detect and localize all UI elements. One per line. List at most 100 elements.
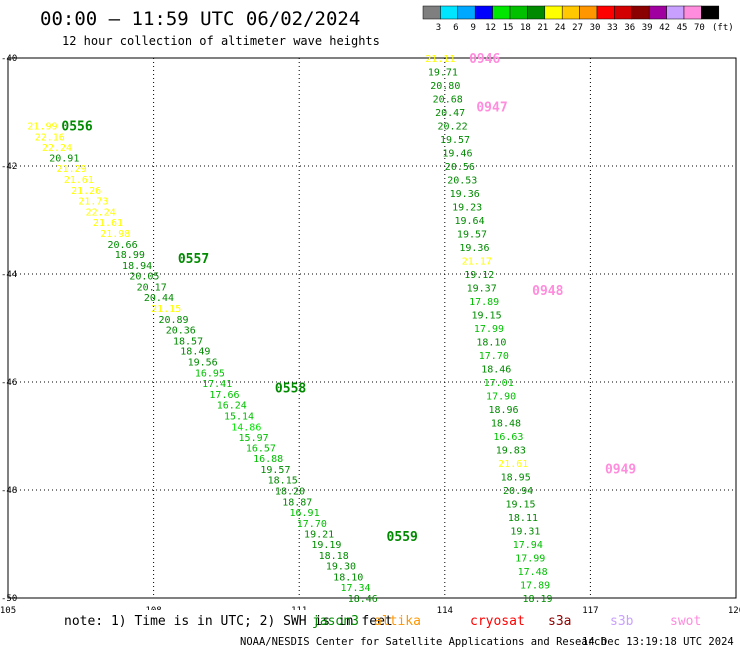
wave-height-label: 16.63 [493, 432, 523, 443]
wave-height-label: 18.18 [319, 551, 349, 562]
wave-height-label: 19.57 [440, 135, 470, 146]
wave-height-label: 19.19 [311, 540, 341, 551]
wave-height-label: 18.95 [501, 473, 531, 484]
wave-height-label: 20.53 [447, 176, 477, 187]
track-time-label: 0558 [275, 381, 306, 396]
satellite-legend: jason3 altika cryosat s3a s3b swot [312, 614, 701, 629]
wave-height-label: 21.17 [462, 257, 492, 268]
wave-height-label: 15.97 [239, 433, 269, 444]
wave-height-label: 18.49 [180, 347, 210, 358]
colorbar-swatch [631, 5, 650, 20]
colorbar-swatch [492, 5, 511, 20]
chart-title: 00:00 – 11:59 UTC 06/02/2024 [40, 8, 360, 30]
colorbar-tick-label: 15 [503, 23, 514, 33]
chart-subtitle: 12 hour collection of altimeter wave hei… [62, 34, 380, 48]
wave-height-label: 19.36 [450, 189, 480, 200]
wave-height-label: 20.47 [435, 108, 465, 119]
wave-height-label: 21.98 [100, 229, 130, 240]
y-tick-label: -40 [1, 54, 17, 64]
wave-height-label: 16.95 [195, 368, 225, 379]
satellite-legend-item: altika [374, 614, 421, 629]
colorbar-swatch [596, 5, 615, 20]
satellite-legend-item: jason3 [312, 614, 359, 629]
colorbar-tick-label: 24 [555, 23, 566, 33]
wave-height-label: 22.24 [42, 143, 72, 154]
wave-height-label: 20.68 [433, 95, 463, 106]
wave-height-label: 20.91 [49, 153, 79, 164]
wave-height-label: 20.17 [137, 282, 167, 293]
footer-credit: NOAA/NESDIS Center for Satellite Applica… [240, 636, 607, 648]
data-points: 21.9922.1622.2420.9121.2921.6121.2621.73… [27, 54, 552, 605]
wave-height-label: 19.15 [471, 311, 501, 322]
wave-height-label: 19.21 [304, 530, 334, 541]
note-backdrop [60, 610, 340, 628]
grid-lines [8, 58, 736, 598]
wave-height-label: 18.10 [333, 572, 363, 583]
wave-height-label: 17.34 [340, 583, 370, 594]
wave-height-label: 16.88 [253, 454, 283, 465]
colorbar-swatch [527, 5, 546, 20]
colorbar-tick-label: 21 [537, 23, 548, 33]
colorbar-legend: 3 6 9 12 15 18 21 24 27 30 33 36 39 42 45 70 [422, 5, 720, 33]
wave-height-label: 21.61 [64, 175, 94, 186]
wave-height-label: 20.89 [158, 315, 188, 326]
wave-height-label: 17.48 [518, 567, 548, 578]
x-tick-label: 117 [582, 606, 598, 616]
wave-height-label: 18.99 [115, 250, 145, 261]
colorbar-tick-label: 70 [694, 23, 705, 33]
wave-height-label: 19.31 [510, 527, 540, 538]
track-time-label: 0947 [476, 101, 507, 116]
colorbar-swatch [474, 5, 493, 20]
colorbar-tick-label: 3 [436, 23, 441, 33]
wave-height-label: 16.57 [246, 443, 276, 454]
wave-height-label: 21.61 [93, 218, 123, 229]
wave-height-label: 19.12 [464, 270, 494, 281]
wave-height-label: 20.56 [445, 162, 475, 173]
colorbar-tick-label: 9 [470, 23, 475, 33]
wave-height-label: 18.94 [122, 261, 152, 272]
wave-height-label: 16.91 [289, 508, 319, 519]
colorbar-tick-label: 30 [590, 23, 601, 33]
wave-height-label: 15.14 [224, 411, 254, 422]
wave-height-label: 21.99 [27, 122, 57, 133]
wave-height-label: 18.15 [268, 476, 298, 487]
colorbar-swatch [701, 5, 720, 20]
track-time-label: 0948 [532, 284, 563, 299]
track-time-label: 0949 [605, 462, 636, 477]
colorbar-tick-label: 33 [607, 23, 618, 33]
footer-note: note: 1) Time is in UTC; 2) SWH is in fe… [64, 614, 393, 629]
wave-height-label: 18.48 [491, 419, 521, 430]
wave-height-label: 18.46 [348, 594, 378, 605]
wave-height-label: 17.01 [484, 378, 514, 389]
wave-height-label: 20.80 [430, 81, 460, 92]
y-tick-label: -50 [1, 594, 17, 604]
colorbar-swatch [614, 5, 633, 20]
colorbar-swatch [422, 5, 441, 20]
wave-height-label: 20.36 [166, 326, 196, 337]
wave-height-label: 19.83 [496, 446, 526, 457]
colorbar-swatch [509, 5, 528, 20]
colorbar-swatch [457, 5, 476, 20]
colorbar-tick-label: 12 [485, 23, 496, 33]
wave-height-label: 21.61 [498, 459, 528, 470]
colorbar-swatch [440, 5, 459, 20]
colorbar-tick-label: 42 [659, 23, 670, 33]
wave-height-label: 18.10 [476, 338, 506, 349]
y-tick-label: -48 [1, 486, 17, 496]
colorbar-unit: (ft) [712, 23, 734, 33]
x-tick-label: 105 [0, 606, 16, 616]
wave-height-label: 19.56 [188, 357, 218, 368]
wave-height-label: 19.64 [455, 216, 485, 227]
wave-height-label: 20.44 [144, 293, 174, 304]
y-tick-label: -44 [1, 270, 17, 280]
wave-height-label: 21.26 [71, 186, 101, 197]
wave-height-label: 20.94 [503, 486, 533, 497]
wave-height-label: 19.71 [428, 68, 458, 79]
track-time-label: 0946 [469, 52, 500, 67]
wave-height-label: 19.15 [505, 500, 535, 511]
wave-height-label: 18.11 [508, 513, 538, 524]
wave-height-label: 18.46 [481, 365, 511, 376]
y-tick-labels: -40 -42 -44 -46 -48 -50 [1, 54, 17, 604]
colorbar-tick-label: 6 [453, 23, 458, 33]
colorbar-tick-label: 36 [624, 23, 635, 33]
